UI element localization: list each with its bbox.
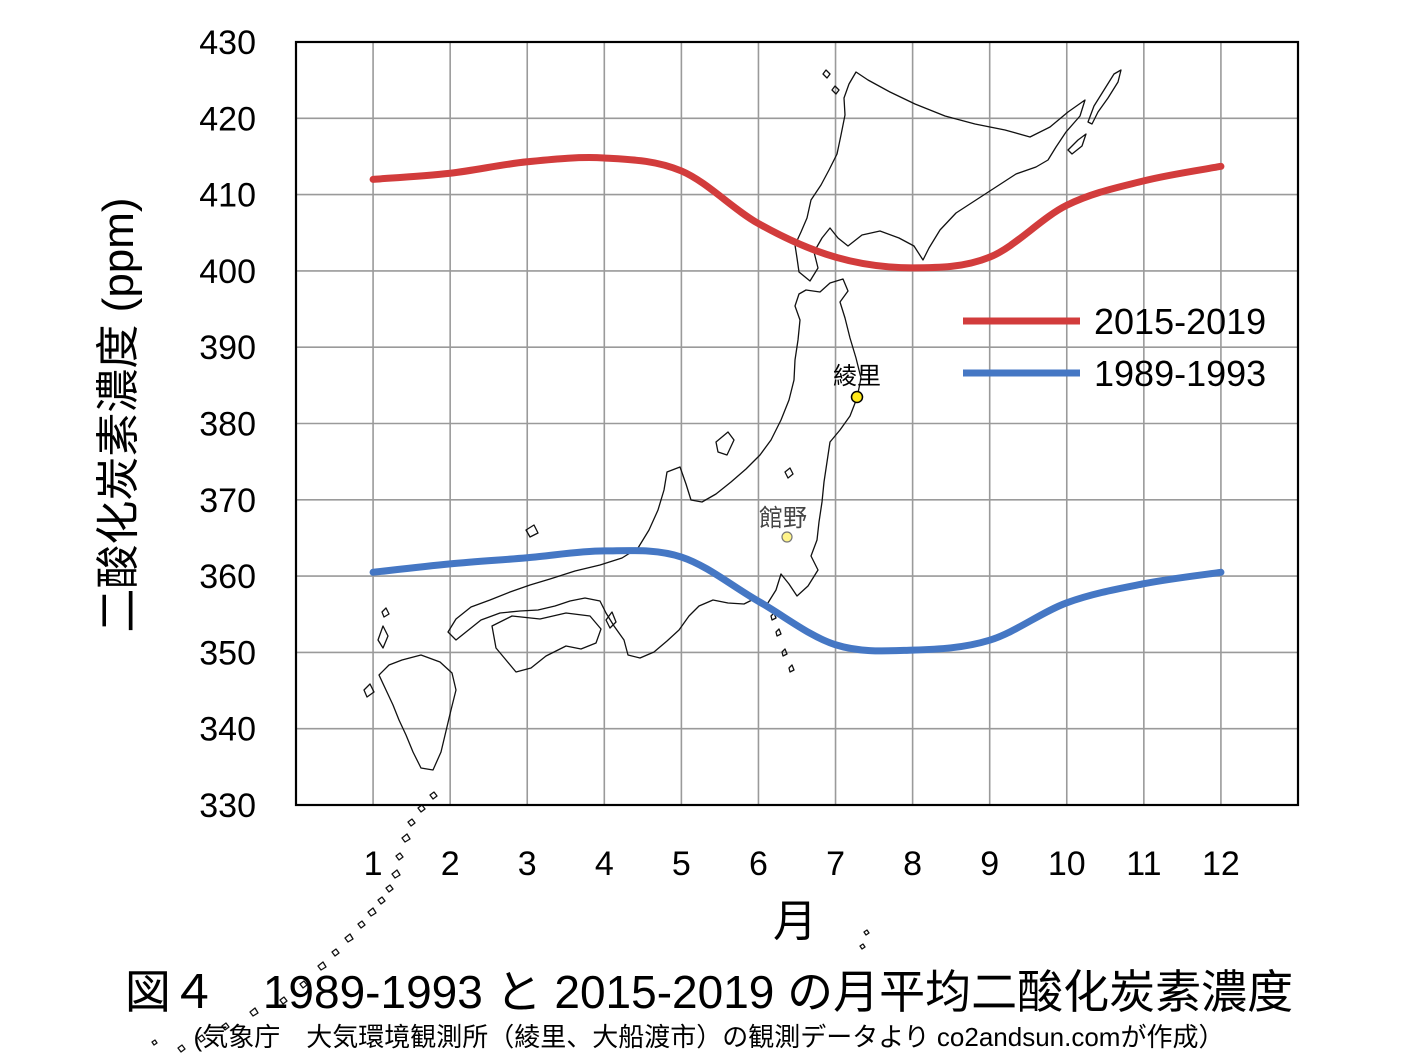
data-point <box>1217 568 1225 576</box>
x-tick-label: 7 <box>826 845 845 883</box>
data-point <box>909 264 917 272</box>
series-line-2015-2019 <box>369 154 1225 272</box>
y-tick-label: 350 <box>199 634 256 672</box>
data-point <box>832 253 840 261</box>
kuril-islands-outline <box>822 69 1122 155</box>
y-tick-label: 330 <box>199 787 256 825</box>
station-marker-ayasato <box>850 390 864 404</box>
y-tick-label: 400 <box>199 253 256 291</box>
data-point <box>1140 177 1148 185</box>
y-tick-label: 430 <box>199 24 256 62</box>
data-point <box>909 646 917 654</box>
x-tick-label: 11 <box>1126 845 1161 883</box>
x-axis-title: 月 <box>773 897 817 946</box>
data-point <box>446 560 454 568</box>
data-point <box>754 597 762 605</box>
data-point <box>446 169 454 177</box>
x-tick-label: 3 <box>518 845 537 883</box>
y-tick-label: 410 <box>199 177 256 215</box>
x-tick-label: 4 <box>595 845 614 883</box>
data-point <box>600 547 608 555</box>
data-point <box>523 158 531 166</box>
x-tick-label: 9 <box>980 845 999 883</box>
y-tick-label: 390 <box>199 329 256 367</box>
data-point <box>1140 580 1148 588</box>
izu-islands-outline <box>770 612 795 673</box>
y-tick-label: 380 <box>199 406 256 444</box>
data-point <box>1063 599 1071 607</box>
station-label-tateno: 館野 <box>759 505 807 532</box>
okinawa-islands-outline <box>151 791 870 1053</box>
data-point <box>832 641 840 649</box>
station-label-ayasato: 綾里 <box>833 363 881 390</box>
x-tick-label: 12 <box>1202 845 1240 883</box>
x-tick-label: 1 <box>364 845 383 883</box>
legend-label: 2015-2019 <box>1094 301 1266 342</box>
japan-map <box>151 69 1122 1053</box>
grid <box>296 41 1298 806</box>
data-point <box>600 154 608 162</box>
y-tick-label: 370 <box>199 482 256 520</box>
hokkaido-outline <box>794 71 1086 282</box>
station-marker-tateno <box>781 531 793 543</box>
data-point <box>677 167 685 175</box>
data-point <box>1063 201 1071 209</box>
legend-label: 1989-1993 <box>1094 353 1266 394</box>
plot-frame <box>294 40 1300 807</box>
x-tick-label: 6 <box>749 845 768 883</box>
data-point <box>986 636 994 644</box>
series-line-1989-1993 <box>369 547 1225 655</box>
data-point <box>754 220 762 228</box>
x-tick-label: 5 <box>672 845 691 883</box>
y-tick-label: 420 <box>199 100 256 138</box>
y-tick-label: 360 <box>199 558 256 596</box>
data-point <box>523 554 531 562</box>
station-markers: 綾里 館野 <box>759 363 881 543</box>
x-tick-label: 2 <box>441 845 460 883</box>
y-tick-label: 340 <box>199 711 256 749</box>
data-point <box>369 175 377 183</box>
small-islands-outline <box>363 431 794 698</box>
data-point <box>677 553 685 561</box>
honshu-outline <box>447 278 862 659</box>
data-point <box>986 253 994 261</box>
y-axis-title: 二酸化炭素濃度 (ppm) <box>94 197 143 632</box>
series-layer <box>369 154 1225 655</box>
data-point <box>1217 162 1225 170</box>
shikoku-outline <box>491 612 602 673</box>
x-tick-label: 8 <box>903 845 922 883</box>
data-point <box>369 568 377 576</box>
figure-source-note: (気象庁 大気環境観測所（綾里、大船渡市）の観測データより co2andsun.… <box>194 1022 1225 1052</box>
kyushu-outline <box>378 654 457 771</box>
legend: 2015-2019 1989-1993 <box>963 301 1266 394</box>
figure-title: 図４ 1989-1993 と 2015-2019 の月平均二酸化炭素濃度 <box>125 966 1293 1018</box>
x-tick-label: 10 <box>1048 845 1086 883</box>
